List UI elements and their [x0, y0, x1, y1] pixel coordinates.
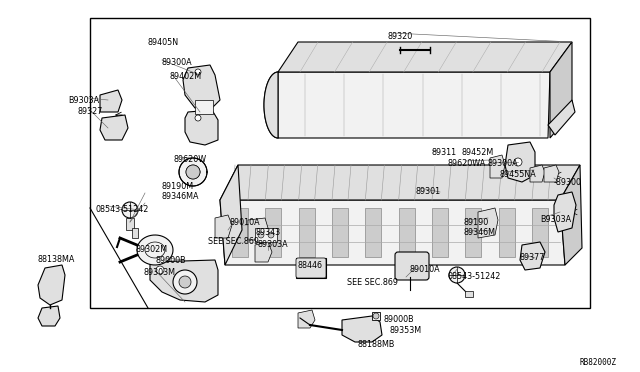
Bar — [126, 218, 134, 230]
Bar — [195, 100, 213, 114]
Polygon shape — [332, 208, 348, 257]
Circle shape — [186, 165, 200, 179]
Circle shape — [179, 158, 207, 186]
Polygon shape — [478, 208, 498, 238]
Polygon shape — [532, 208, 548, 257]
Polygon shape — [342, 316, 382, 342]
Text: 89010A: 89010A — [230, 218, 260, 227]
Polygon shape — [554, 192, 576, 232]
Text: 89405N: 89405N — [148, 38, 179, 47]
Polygon shape — [215, 215, 232, 238]
Polygon shape — [548, 100, 575, 135]
Text: 89190M: 89190M — [162, 182, 194, 191]
Text: RB82000Z: RB82000Z — [580, 358, 617, 367]
Text: 08543-51242: 08543-51242 — [95, 205, 148, 214]
Circle shape — [258, 232, 264, 238]
Text: 89452M: 89452M — [462, 148, 494, 157]
Text: 89320: 89320 — [388, 32, 413, 41]
Text: 89301: 89301 — [415, 187, 440, 196]
Polygon shape — [530, 165, 545, 182]
Text: 89353M: 89353M — [390, 326, 422, 335]
Text: 89300A: 89300A — [162, 58, 193, 67]
Polygon shape — [38, 306, 60, 326]
Text: 89000B: 89000B — [155, 256, 186, 265]
Polygon shape — [150, 260, 218, 302]
Text: 89303M: 89303M — [143, 268, 175, 277]
Text: 89327: 89327 — [78, 107, 104, 116]
Polygon shape — [266, 208, 282, 257]
Circle shape — [514, 158, 522, 166]
Polygon shape — [264, 72, 278, 138]
Polygon shape — [100, 90, 122, 112]
Text: 89402M: 89402M — [170, 72, 202, 81]
Polygon shape — [399, 208, 415, 257]
Polygon shape — [220, 165, 242, 265]
Text: 89302M: 89302M — [135, 245, 167, 254]
Text: B9303A: B9303A — [68, 96, 99, 105]
Text: 89346MA: 89346MA — [162, 192, 200, 201]
Text: 89000B: 89000B — [384, 315, 415, 324]
Text: 89346M: 89346M — [463, 228, 495, 237]
Text: 89377: 89377 — [520, 253, 545, 262]
Polygon shape — [465, 208, 481, 257]
Text: 08543-51242: 08543-51242 — [448, 272, 501, 281]
Circle shape — [268, 232, 274, 238]
Text: B9303A: B9303A — [540, 215, 571, 224]
Polygon shape — [432, 208, 448, 257]
Text: 88138MA: 88138MA — [38, 255, 76, 264]
Circle shape — [195, 115, 201, 121]
Text: 89300A: 89300A — [488, 159, 518, 168]
Polygon shape — [38, 265, 65, 305]
FancyBboxPatch shape — [296, 258, 326, 278]
Text: 89303A: 89303A — [258, 240, 289, 249]
Text: 89311: 89311 — [432, 148, 457, 157]
Polygon shape — [232, 208, 248, 257]
Circle shape — [173, 270, 197, 294]
Text: 89190: 89190 — [463, 218, 488, 227]
Polygon shape — [185, 110, 218, 145]
Bar — [255, 228, 277, 242]
Polygon shape — [278, 72, 550, 138]
Circle shape — [156, 266, 164, 274]
Text: 88188MB: 88188MB — [358, 340, 396, 349]
Text: SEE SEC.869: SEE SEC.869 — [347, 278, 398, 287]
Polygon shape — [278, 42, 572, 72]
Polygon shape — [550, 42, 572, 138]
Polygon shape — [499, 208, 515, 257]
Polygon shape — [248, 218, 268, 240]
Polygon shape — [220, 165, 580, 200]
Bar — [132, 228, 138, 238]
Circle shape — [195, 69, 201, 75]
Text: 89620WA: 89620WA — [447, 159, 485, 168]
Polygon shape — [299, 208, 315, 257]
Polygon shape — [137, 235, 173, 265]
Circle shape — [449, 267, 465, 283]
Text: 88446: 88446 — [298, 261, 323, 270]
Polygon shape — [183, 65, 220, 110]
Polygon shape — [505, 142, 535, 182]
Polygon shape — [255, 242, 272, 262]
Polygon shape — [520, 242, 545, 270]
FancyBboxPatch shape — [395, 252, 429, 280]
Bar — [90, 18, 590, 308]
Polygon shape — [560, 165, 582, 265]
Circle shape — [122, 202, 138, 218]
Text: 89010A: 89010A — [410, 265, 440, 274]
Text: -89300: -89300 — [554, 178, 582, 187]
Bar — [296, 258, 326, 278]
Bar — [465, 291, 473, 297]
Text: SEE SEC.869: SEE SEC.869 — [208, 237, 259, 246]
Polygon shape — [544, 165, 559, 182]
Polygon shape — [100, 115, 128, 140]
Bar — [372, 312, 380, 320]
Polygon shape — [490, 155, 505, 178]
Polygon shape — [298, 310, 315, 328]
Circle shape — [373, 313, 379, 319]
Text: 89343: 89343 — [255, 228, 280, 237]
Text: 89455NA: 89455NA — [499, 170, 536, 179]
Circle shape — [179, 276, 191, 288]
Polygon shape — [365, 208, 381, 257]
Polygon shape — [220, 200, 565, 265]
Text: 89620W: 89620W — [174, 155, 207, 164]
